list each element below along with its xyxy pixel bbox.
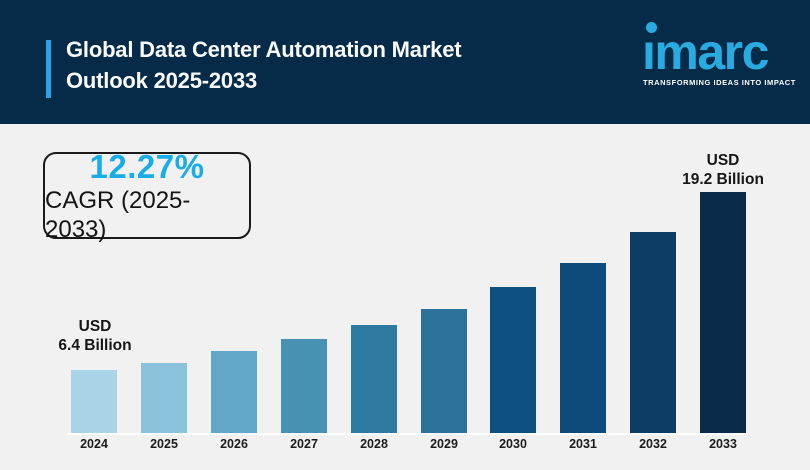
title-accent-bar	[46, 40, 51, 98]
page-title: Global Data Center Automation Market Out…	[66, 34, 536, 96]
last-bar-value-annotation: USD 19.2 Billion	[668, 151, 778, 189]
bar-2027	[281, 339, 327, 433]
x-tick-2030: 2030	[499, 437, 527, 451]
bar-2026	[211, 351, 257, 433]
bar-2033	[700, 192, 746, 433]
page-title-line1: Global Data Center Automation Market	[66, 37, 462, 62]
x-tick-2028: 2028	[360, 437, 388, 451]
x-axis-line	[67, 433, 748, 435]
annotation-currency: USD	[706, 152, 740, 169]
x-tick-2033: 2033	[709, 437, 737, 451]
x-tick-2025: 2025	[150, 437, 178, 451]
bar-2028	[351, 325, 397, 433]
x-tick-2027: 2027	[290, 437, 318, 451]
cagr-value: 12.27%	[89, 147, 205, 185]
cagr-callout-box: 12.27% CAGR (2025-2033)	[43, 148, 251, 243]
logo-tagline: TRANSFORMING IDEAS INTO IMPACT	[643, 78, 796, 87]
x-tick-2031: 2031	[569, 437, 597, 451]
first-bar-value-annotation: USD 6.4 Billion	[40, 317, 150, 355]
bar-2032	[630, 232, 676, 433]
logo-wordmark: ımarc	[642, 24, 769, 80]
x-tick-2029: 2029	[430, 437, 458, 451]
x-tick-2032: 2032	[639, 437, 667, 451]
annotation-currency: USD	[78, 318, 112, 335]
bar-2031	[560, 263, 606, 433]
x-tick-2024: 2024	[80, 437, 108, 451]
annotation-amount: 6.4 Billion	[58, 337, 132, 354]
annotation-amount: 19.2 Billion	[682, 171, 764, 188]
bar-2029	[421, 309, 467, 433]
bar-2024	[71, 370, 117, 433]
bar-2025	[141, 363, 187, 433]
cagr-label: CAGR (2025-2033)	[45, 186, 191, 243]
logo-i-dot-icon	[646, 22, 657, 33]
x-tick-2026: 2026	[220, 437, 248, 451]
imarc-logo: ımarc TRANSFORMING IDEAS INTO IMPACT	[634, 18, 796, 87]
page-title-line2: Outlook 2025-2033	[66, 68, 258, 93]
bar-2030	[490, 287, 536, 433]
header-band: Global Data Center Automation Market Out…	[0, 0, 810, 124]
